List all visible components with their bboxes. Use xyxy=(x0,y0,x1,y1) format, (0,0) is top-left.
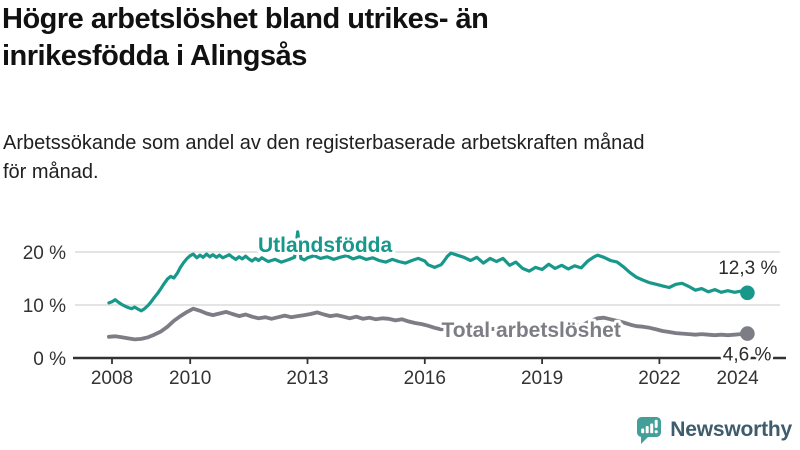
x-tick-label-2008: 2008 xyxy=(91,368,133,389)
y-tick-label-10: 10 % xyxy=(23,296,66,317)
newsworthy-bubble-chart-icon xyxy=(637,416,662,444)
newsworthy-wordmark: Newsworthy xyxy=(670,418,792,441)
x-tick-label-2013: 2013 xyxy=(286,368,328,389)
end-dot-utlandsfodda xyxy=(740,285,755,301)
series-label-total-arbetsloshet: Total arbetslöshet xyxy=(442,319,621,342)
y-tick-label-20: 20 % xyxy=(23,243,66,264)
series-line-total-arbetsloshet xyxy=(107,306,750,342)
x-tick-label-2019: 2019 xyxy=(521,368,563,389)
page-subtitle: Arbetssökande som andel av den registerb… xyxy=(3,132,645,183)
x-tick-label-2024: 2024 xyxy=(716,368,759,389)
page-title: Högre arbetslöshet bland utrikes- än inr… xyxy=(2,3,489,72)
newsworthy-logo[interactable]: Newsworthy xyxy=(636,414,792,446)
x-tick-label-2016: 2016 xyxy=(404,368,446,389)
x-tick-label-2010: 2010 xyxy=(169,368,211,389)
x-tick-label-2022: 2022 xyxy=(638,368,680,389)
series-label-utlandsfodda: Utlandsfödda xyxy=(258,234,392,257)
y-tick-label-0: 0 % xyxy=(33,349,66,370)
series-line-utlandsfodda xyxy=(107,230,749,313)
end-value-label-utlandsfodda: 12,3 % xyxy=(718,258,777,279)
end-value-label-total-arbetsloshet: 4,6 % xyxy=(723,345,772,366)
end-dot-total-arbetsloshet xyxy=(740,326,755,341)
